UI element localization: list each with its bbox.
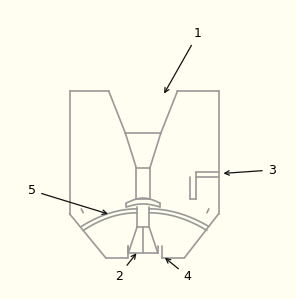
Text: 3: 3 [225, 164, 276, 176]
Text: 2: 2 [115, 254, 136, 283]
Text: 5: 5 [28, 184, 107, 214]
Text: 4: 4 [166, 259, 191, 283]
Text: 1: 1 [165, 27, 202, 92]
